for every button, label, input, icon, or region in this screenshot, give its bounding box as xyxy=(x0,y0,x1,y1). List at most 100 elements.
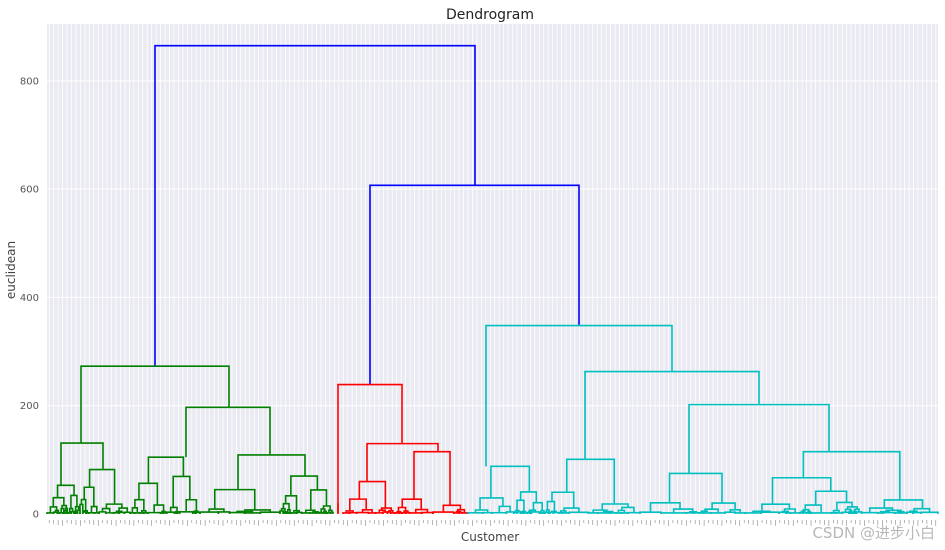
plot-area xyxy=(47,24,938,514)
branch-link xyxy=(83,486,95,507)
y-tick-label: 0 xyxy=(33,510,39,521)
branch-link xyxy=(56,484,75,498)
branch-link xyxy=(49,506,58,513)
branch-link xyxy=(213,488,256,510)
branch-link xyxy=(134,498,145,511)
green-left-link xyxy=(60,442,104,486)
branch-link xyxy=(456,508,466,514)
chart-title: Dendrogram xyxy=(446,7,534,23)
cyan-subsub-link xyxy=(688,403,830,474)
branch-link xyxy=(804,504,822,513)
branch-link xyxy=(60,507,65,513)
green-right-r-link xyxy=(237,454,306,490)
branch-link xyxy=(844,508,852,513)
branch-link xyxy=(52,496,65,507)
branch-link xyxy=(169,506,178,513)
branch-link xyxy=(771,476,832,505)
branch-link xyxy=(397,506,407,512)
branch-link xyxy=(138,482,159,506)
branch-link xyxy=(293,509,300,514)
branch-link xyxy=(280,507,286,512)
leaf-link xyxy=(329,511,334,514)
right-branch-link xyxy=(369,184,580,385)
branch-link xyxy=(546,500,556,512)
branch-link xyxy=(322,505,331,511)
branch-link xyxy=(358,480,387,509)
branch-link xyxy=(532,501,543,511)
y-tick-label: 600 xyxy=(20,185,39,196)
branch-link xyxy=(118,507,129,513)
branch-link xyxy=(802,450,901,500)
y-tick-label: 200 xyxy=(20,401,39,412)
branch-link xyxy=(617,509,626,514)
leaf-link xyxy=(79,503,84,514)
branch-link xyxy=(310,489,328,511)
branch-link xyxy=(172,475,191,508)
branch-link xyxy=(711,502,736,510)
branch-link xyxy=(814,490,848,506)
branch-link xyxy=(540,509,545,514)
branch-link xyxy=(88,468,116,505)
branch-link xyxy=(802,508,810,512)
branch-link xyxy=(378,509,387,513)
branch-link xyxy=(282,502,290,510)
branch-link xyxy=(498,505,511,513)
branch-link xyxy=(883,499,924,509)
branch-link xyxy=(70,494,78,509)
branch-link xyxy=(54,509,60,513)
branch-link xyxy=(516,499,525,512)
green-right-link xyxy=(185,406,271,458)
branch-link xyxy=(147,456,185,484)
branch-link xyxy=(131,506,139,514)
y-axis-ticks: 0 200 400 600 800 xyxy=(20,76,39,520)
branch-link xyxy=(442,504,462,513)
branch-link xyxy=(761,503,791,512)
y-tick-label: 400 xyxy=(20,293,39,304)
branch-link xyxy=(328,509,333,514)
leaf-tick-labels xyxy=(48,520,937,526)
red-cluster-link xyxy=(337,383,403,513)
branch-link xyxy=(672,508,694,514)
branch-link xyxy=(413,450,451,506)
branch-link xyxy=(559,510,567,514)
branch-link xyxy=(519,491,538,503)
branch-link xyxy=(401,498,422,510)
branch-link xyxy=(287,509,291,514)
branch-link xyxy=(490,465,531,498)
branch-link xyxy=(565,458,616,505)
y-tick-label: 800 xyxy=(20,76,39,87)
branch-link xyxy=(74,505,80,512)
branch-link xyxy=(68,507,74,514)
branch-link xyxy=(105,503,123,509)
branch-link xyxy=(61,504,68,509)
branch-link xyxy=(185,498,198,512)
cyan-cluster-link xyxy=(485,324,673,467)
branch-link xyxy=(290,475,319,496)
y-axis-label: euclidean xyxy=(4,241,18,299)
branch-link xyxy=(153,504,165,513)
branch-link xyxy=(868,507,894,513)
branch-link xyxy=(551,491,575,509)
branch-link xyxy=(853,508,860,512)
branch-link xyxy=(836,501,853,511)
branch-link xyxy=(783,508,796,514)
branch-link xyxy=(563,507,580,513)
branch-link xyxy=(832,509,840,514)
horizontal-grid xyxy=(47,80,938,515)
root-link xyxy=(154,44,476,367)
branch-link xyxy=(621,506,635,513)
branch-link xyxy=(704,508,719,514)
branch-link xyxy=(474,509,489,513)
branch-link xyxy=(208,508,225,513)
branch-link xyxy=(649,501,681,513)
branch-link xyxy=(361,509,373,514)
watermark: CSDN @进步小白 xyxy=(812,524,935,542)
green-cluster-link xyxy=(80,365,230,444)
branch-link xyxy=(349,498,367,511)
branch-link xyxy=(140,509,147,514)
branch-link xyxy=(101,507,111,513)
branch-link xyxy=(345,510,354,514)
branch-link xyxy=(601,503,629,511)
